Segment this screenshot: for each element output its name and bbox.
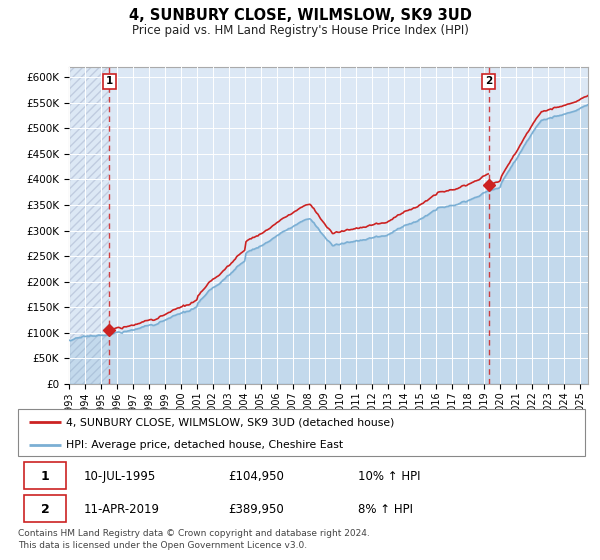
Text: 10% ↑ HPI: 10% ↑ HPI [358,470,421,483]
Text: 2: 2 [485,76,492,86]
Text: 4, SUNBURY CLOSE, WILMSLOW, SK9 3UD (detached house): 4, SUNBURY CLOSE, WILMSLOW, SK9 3UD (det… [66,417,395,427]
Text: 1: 1 [106,76,113,86]
FancyBboxPatch shape [18,409,585,456]
Text: 4, SUNBURY CLOSE, WILMSLOW, SK9 3UD: 4, SUNBURY CLOSE, WILMSLOW, SK9 3UD [128,8,472,24]
Text: Price paid vs. HM Land Registry's House Price Index (HPI): Price paid vs. HM Land Registry's House … [131,24,469,36]
FancyBboxPatch shape [23,463,66,489]
Text: 11-APR-2019: 11-APR-2019 [83,503,159,516]
Text: 8% ↑ HPI: 8% ↑ HPI [358,503,413,516]
Text: Contains HM Land Registry data © Crown copyright and database right 2024.
This d: Contains HM Land Registry data © Crown c… [18,529,370,550]
Text: £389,950: £389,950 [228,503,284,516]
Text: 1: 1 [41,470,49,483]
Text: 2: 2 [41,503,49,516]
Text: HPI: Average price, detached house, Cheshire East: HPI: Average price, detached house, Ches… [66,440,343,450]
Text: 10-JUL-1995: 10-JUL-1995 [83,470,155,483]
Text: £104,950: £104,950 [228,470,284,483]
FancyBboxPatch shape [23,495,66,522]
